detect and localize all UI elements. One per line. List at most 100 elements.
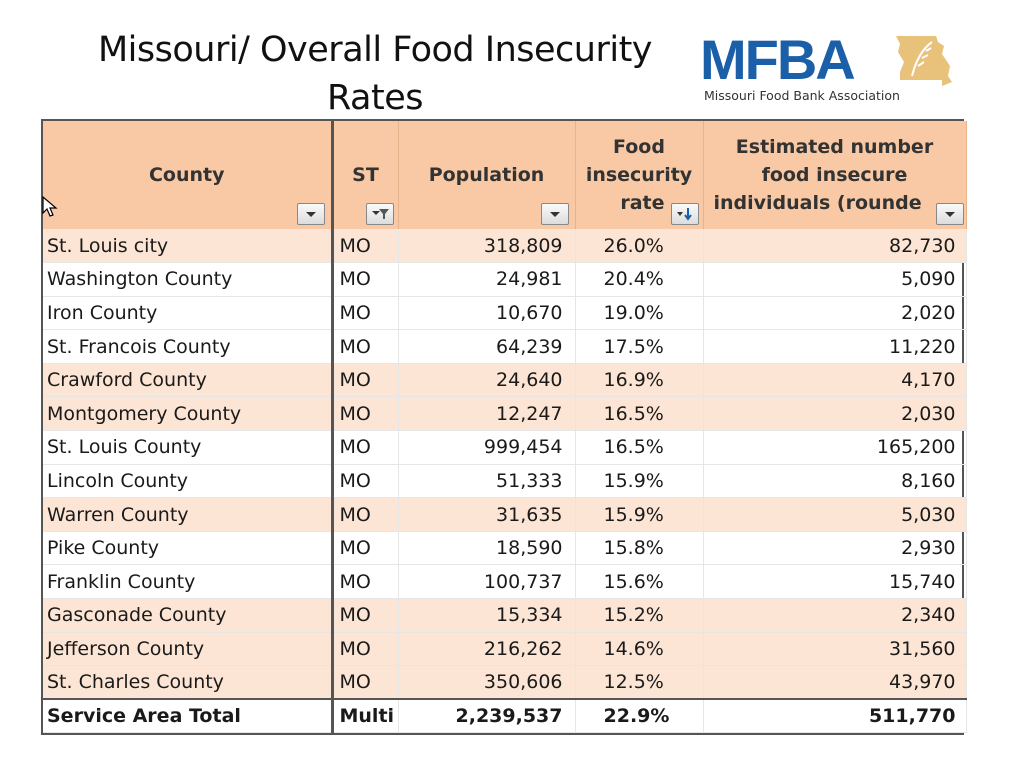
- total-estimated-cell[interactable]: 511,770: [703, 698, 967, 734]
- total-population-cell[interactable]: 2,239,537: [398, 698, 576, 734]
- estimated-header: Estimated number food insecure individua…: [703, 121, 967, 229]
- population-cell[interactable]: 31,635: [398, 497, 576, 532]
- population-cell[interactable]: 100,737: [398, 564, 576, 600]
- county-cell[interactable]: Gasconade County: [43, 598, 334, 633]
- st-cell[interactable]: MO: [332, 464, 399, 499]
- population-cell[interactable]: 24,981: [398, 262, 576, 297]
- st-filter-button[interactable]: [365, 203, 394, 225]
- dropdown-arrow-icon: [944, 212, 955, 217]
- population-cell[interactable]: 10,670: [398, 296, 576, 331]
- sort-descending-icon: [676, 208, 692, 221]
- estimated-cell[interactable]: 2,020: [703, 296, 967, 331]
- estimated-cell[interactable]: 5,090: [703, 262, 967, 297]
- slide-title-line2: Rates: [327, 78, 424, 118]
- estimated-header-line3: individuals (rounde: [713, 192, 922, 214]
- county-filter-button[interactable]: [296, 203, 325, 225]
- st-cell[interactable]: MO: [332, 632, 399, 667]
- estimated-header-line2: food insecure: [761, 164, 908, 186]
- county-cell[interactable]: Warren County: [43, 497, 334, 532]
- estimated-cell[interactable]: 4,170: [703, 363, 967, 398]
- population-cell[interactable]: 216,262: [398, 632, 576, 667]
- st-cell[interactable]: MO: [332, 497, 399, 532]
- population-cell[interactable]: 318,809: [398, 229, 576, 264]
- population-cell[interactable]: 24,640: [398, 363, 576, 398]
- county-cell[interactable]: Pike County: [43, 531, 334, 566]
- estimated-cell[interactable]: 31,560: [703, 632, 967, 667]
- st-cell[interactable]: MO: [332, 598, 399, 633]
- table-row: Jefferson County MO 216,262 14.6% 31,560: [43, 632, 967, 667]
- estimated-cell[interactable]: 43,970: [703, 665, 967, 700]
- dropdown-arrow-icon: [305, 212, 316, 217]
- st-cell[interactable]: MO: [332, 564, 399, 600]
- st-cell[interactable]: MO: [332, 430, 399, 465]
- st-cell[interactable]: MO: [332, 531, 399, 566]
- rate-cell[interactable]: 12.5%: [575, 665, 704, 700]
- rate-cell[interactable]: 16.5%: [575, 396, 704, 432]
- food-insecurity-table: County ST Population: [41, 119, 967, 735]
- population-cell[interactable]: 350,606: [398, 665, 576, 700]
- estimated-cell[interactable]: 2,340: [703, 598, 967, 633]
- rate-cell[interactable]: 15.6%: [575, 564, 704, 600]
- table-row: St. Francois County MO 64,239 17.5% 11,220: [43, 329, 967, 364]
- rate-sort-button[interactable]: [670, 203, 699, 225]
- slide-title-line1: Missouri/ Overall Food Insecurity: [97, 30, 653, 70]
- county-cell[interactable]: Montgomery County: [43, 396, 334, 432]
- st-cell[interactable]: MO: [332, 329, 399, 364]
- total-st-cell[interactable]: Multi: [332, 698, 399, 734]
- rate-cell[interactable]: 15.2%: [575, 598, 704, 633]
- county-cell[interactable]: Iron County: [43, 296, 334, 331]
- county-cell[interactable]: St. Louis County: [43, 430, 334, 465]
- estimated-cell[interactable]: 8,160: [703, 464, 967, 499]
- st-cell[interactable]: MO: [332, 262, 399, 297]
- estimated-cell[interactable]: 15,740: [703, 564, 967, 600]
- estimated-cell[interactable]: 11,220: [703, 329, 967, 364]
- st-cell[interactable]: MO: [332, 396, 399, 432]
- rate-cell[interactable]: 26.0%: [575, 229, 704, 264]
- county-cell[interactable]: Jefferson County: [43, 632, 334, 667]
- population-cell[interactable]: 999,454: [398, 430, 576, 465]
- missouri-state-icon: [896, 36, 952, 86]
- rate-cell[interactable]: 15.9%: [575, 464, 704, 499]
- estimated-cell[interactable]: 2,030: [703, 396, 967, 432]
- st-header-label: ST: [352, 164, 379, 186]
- population-cell[interactable]: 12,247: [398, 396, 576, 432]
- logo-wordmark: MFBA: [700, 28, 856, 91]
- rate-cell[interactable]: 17.5%: [575, 329, 704, 364]
- rate-cell[interactable]: 14.6%: [575, 632, 704, 667]
- table-header-row: County ST Population: [43, 121, 967, 229]
- st-cell[interactable]: MO: [332, 229, 399, 264]
- population-cell[interactable]: 15,334: [398, 598, 576, 633]
- total-county-cell[interactable]: Service Area Total: [43, 698, 334, 734]
- st-cell[interactable]: MO: [332, 363, 399, 398]
- population-filter-button[interactable]: [540, 203, 569, 225]
- st-cell[interactable]: MO: [332, 665, 399, 700]
- rate-cell[interactable]: 20.4%: [575, 262, 704, 297]
- estimated-header-line1: Estimated number: [735, 136, 934, 158]
- rate-cell[interactable]: 16.5%: [575, 430, 704, 465]
- rate-cell[interactable]: 19.0%: [575, 296, 704, 331]
- estimated-cell[interactable]: 2,930: [703, 531, 967, 566]
- population-cell[interactable]: 18,590: [398, 531, 576, 566]
- county-cell[interactable]: St. Francois County: [43, 329, 334, 364]
- estimated-filter-button[interactable]: [935, 203, 964, 225]
- estimated-cell[interactable]: 5,030: [703, 497, 967, 532]
- rate-cell[interactable]: 15.8%: [575, 531, 704, 566]
- county-cell[interactable]: Washington County: [43, 262, 334, 297]
- county-cell[interactable]: Crawford County: [43, 363, 334, 398]
- county-cell[interactable]: Franklin County: [43, 564, 334, 600]
- estimated-cell[interactable]: 82,730: [703, 229, 967, 264]
- st-cell[interactable]: MO: [332, 296, 399, 331]
- total-rate-cell[interactable]: 22.9%: [575, 698, 704, 734]
- county-cell[interactable]: St. Louis city: [43, 229, 334, 264]
- county-cell[interactable]: Lincoln County: [43, 464, 334, 499]
- rate-cell[interactable]: 15.9%: [575, 497, 704, 532]
- population-cell[interactable]: 64,239: [398, 329, 576, 364]
- table-row: Crawford County MO 24,640 16.9% 4,170: [43, 363, 967, 398]
- rate-cell[interactable]: 16.9%: [575, 363, 704, 398]
- table-row: Lincoln County MO 51,333 15.9% 8,160: [43, 464, 967, 499]
- estimated-cell[interactable]: 165,200: [703, 430, 967, 465]
- table-row: Franklin County MO 100,737 15.6% 15,740: [43, 564, 967, 600]
- rate-header: Food insecurity rate: [575, 121, 704, 229]
- county-cell[interactable]: St. Charles County: [43, 665, 334, 700]
- population-cell[interactable]: 51,333: [398, 464, 576, 499]
